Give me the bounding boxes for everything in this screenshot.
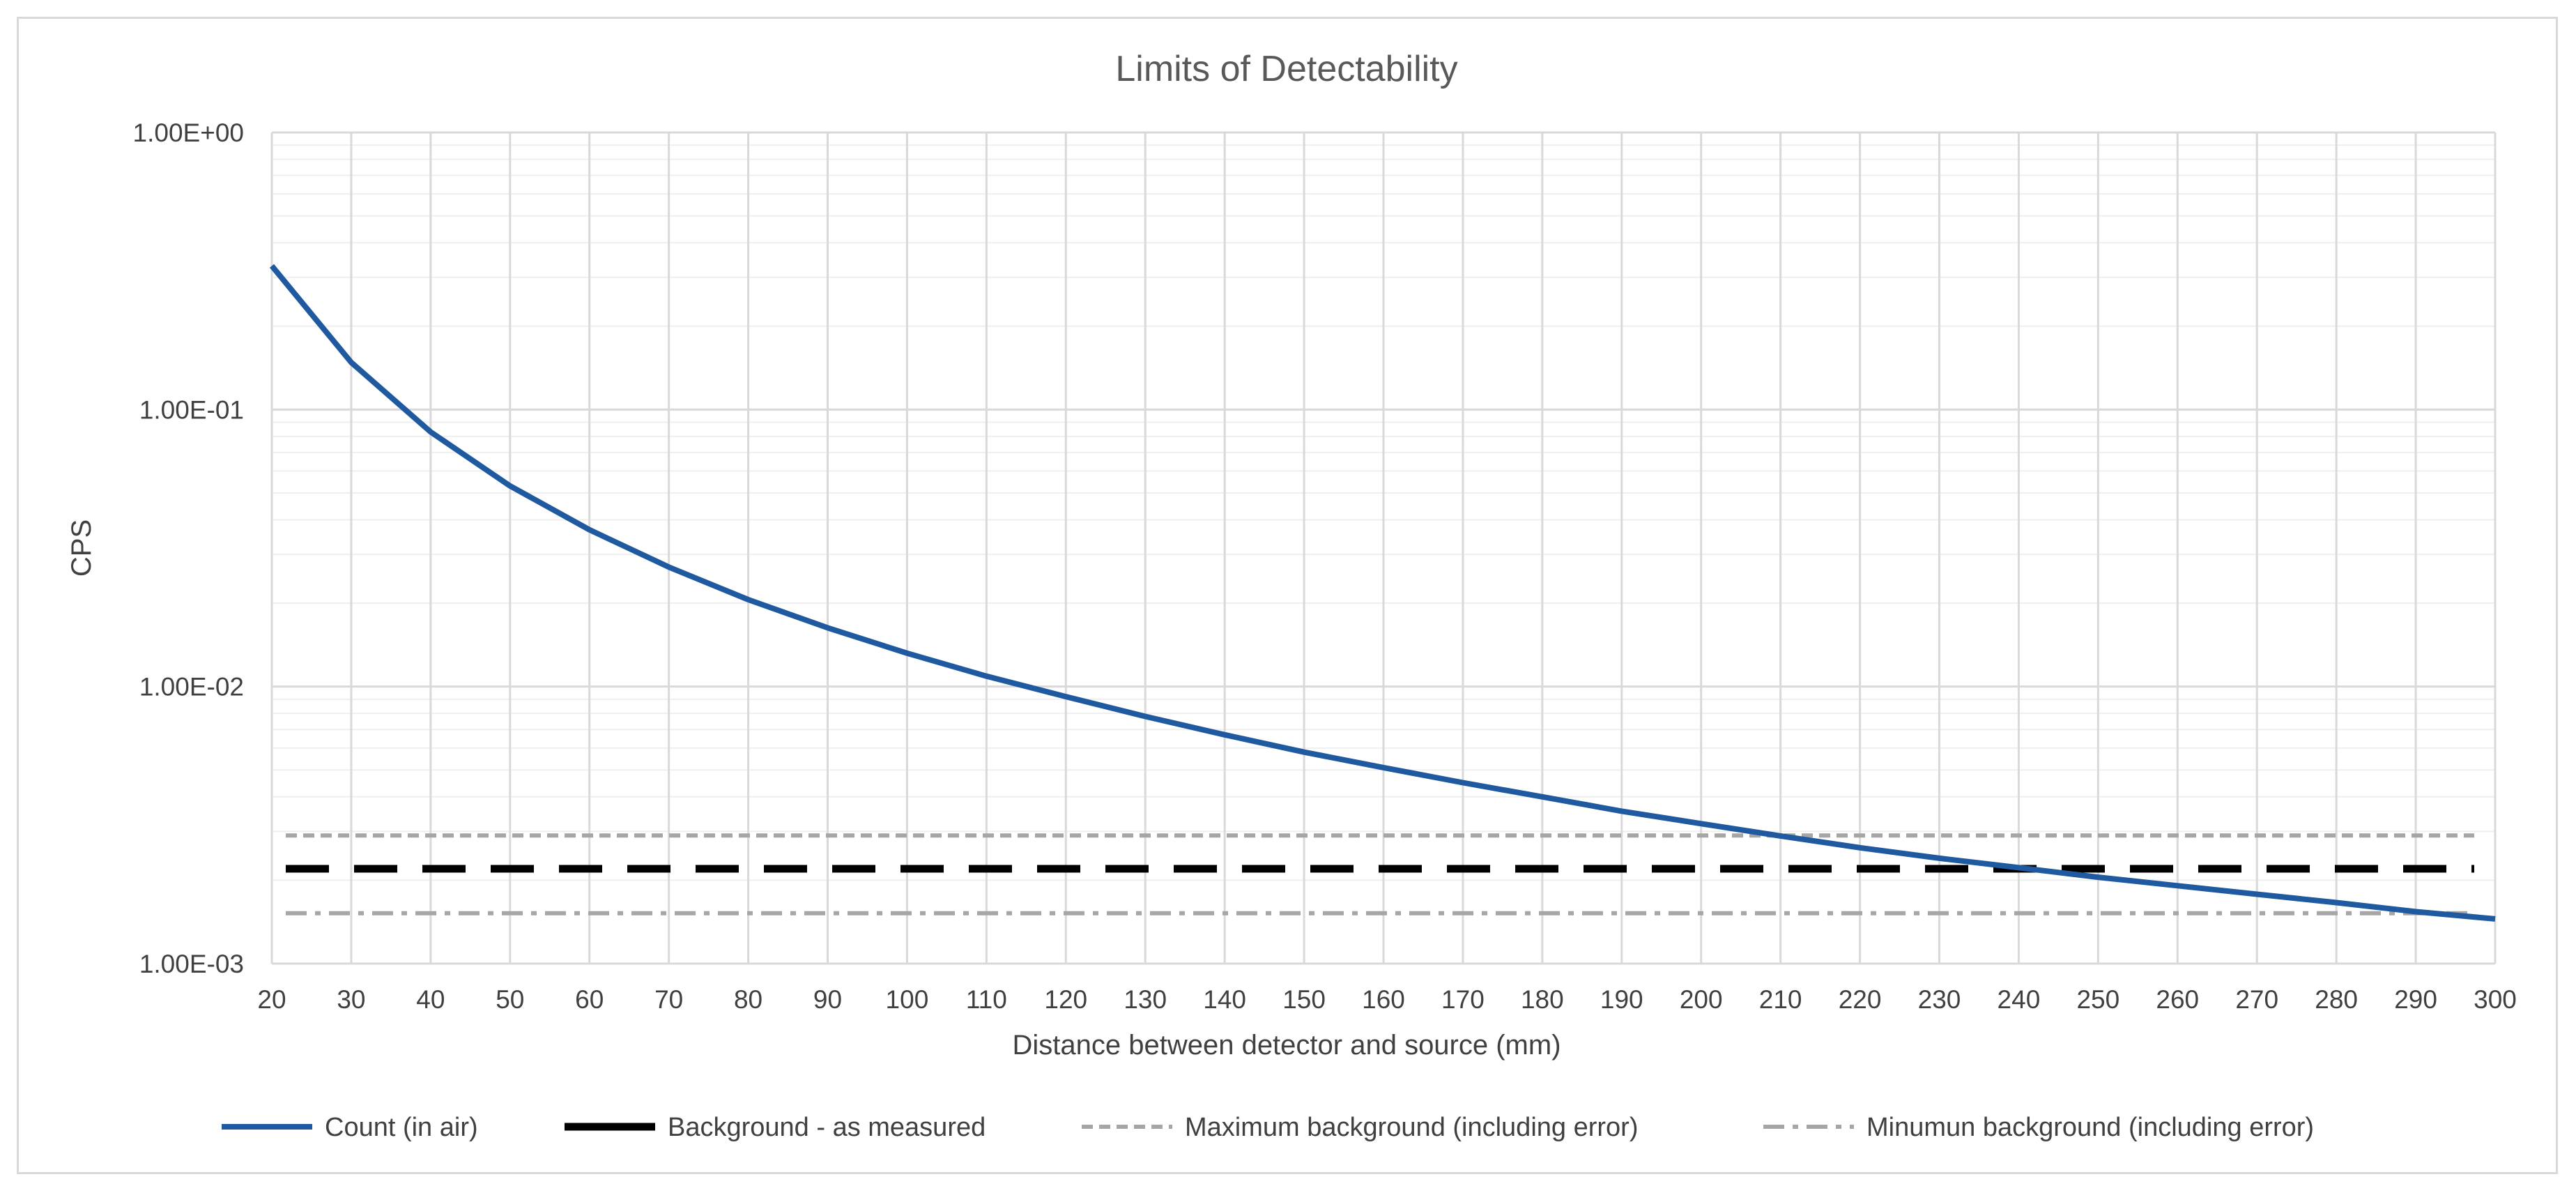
x-tick-label: 160	[1362, 985, 1405, 1014]
x-axis-label: Distance between detector and source (mm…	[1012, 1030, 1561, 1061]
x-tick-label: 50	[496, 985, 524, 1014]
series-lines	[269, 264, 2496, 922]
x-tick-label: 20	[257, 985, 286, 1014]
chart-frame	[17, 17, 2558, 1174]
y-tick-label: 1.00E+00	[133, 119, 244, 147]
x-tick-label: 240	[1998, 985, 2041, 1014]
x-tick-label: 200	[1680, 985, 1723, 1014]
legend-label-0: Count (in air)	[325, 1113, 478, 1142]
y-tick-label: 1.00E-03	[139, 950, 244, 978]
x-tick-label: 230	[1918, 985, 1961, 1014]
x-tick-label: 140	[1203, 985, 1246, 1014]
x-tick-label: 60	[575, 985, 604, 1014]
legend-label-2: Maximum background (including error)	[1185, 1113, 1638, 1142]
x-tick-label: 190	[1600, 985, 1643, 1014]
x-tick-label: 120	[1044, 985, 1087, 1014]
x-tick-label: 80	[734, 985, 762, 1014]
x-tick-label: 170	[1441, 985, 1485, 1014]
x-axis-ticks: 20 30 40 50 60 70 80 90 100 110 120 130 140 150 160 170…	[257, 985, 2516, 1014]
x-tick-label: 150	[1282, 985, 1326, 1014]
x-tick-label: 220	[1839, 985, 1882, 1014]
x-tick-label: 260	[2156, 985, 2199, 1014]
x-tick-label: 70	[654, 985, 683, 1014]
x-tick-label: 100	[886, 985, 929, 1014]
x-tick-label: 130	[1124, 985, 1167, 1014]
x-tick-label: 270	[2235, 985, 2278, 1014]
x-tick-label: 210	[1759, 985, 1802, 1014]
y-axis-label: CPS	[66, 519, 97, 577]
legend: Count (in air) Background - as measured Ma…	[222, 1113, 2314, 1142]
background-lines	[286, 833, 2474, 915]
y-axis-ticks: 1.00E+00 1.00E-01 1.00E-02 1.00E-03	[133, 119, 244, 978]
chart-title: Limits of Detectability	[1115, 49, 1457, 89]
legend-label-1: Background - as measured	[668, 1113, 986, 1142]
x-tick-label: 110	[966, 985, 1007, 1014]
x-tick-label: 90	[813, 985, 842, 1014]
x-tick-label: 290	[2394, 985, 2437, 1014]
x-tick-label: 300	[2474, 985, 2517, 1014]
x-tick-label: 280	[2315, 985, 2358, 1014]
legend-label-3: Minumun background (including error)	[1866, 1113, 2314, 1142]
y-tick-label: 1.00E-01	[139, 395, 244, 424]
x-tick-label: 30	[337, 985, 365, 1014]
series-line-0	[269, 264, 2496, 922]
grid-lines	[270, 131, 2497, 965]
x-tick-label: 250	[2076, 985, 2119, 1014]
y-tick-label: 1.00E-02	[139, 673, 244, 701]
x-tick-label: 180	[1521, 985, 1564, 1014]
x-tick-label: 40	[416, 985, 445, 1014]
